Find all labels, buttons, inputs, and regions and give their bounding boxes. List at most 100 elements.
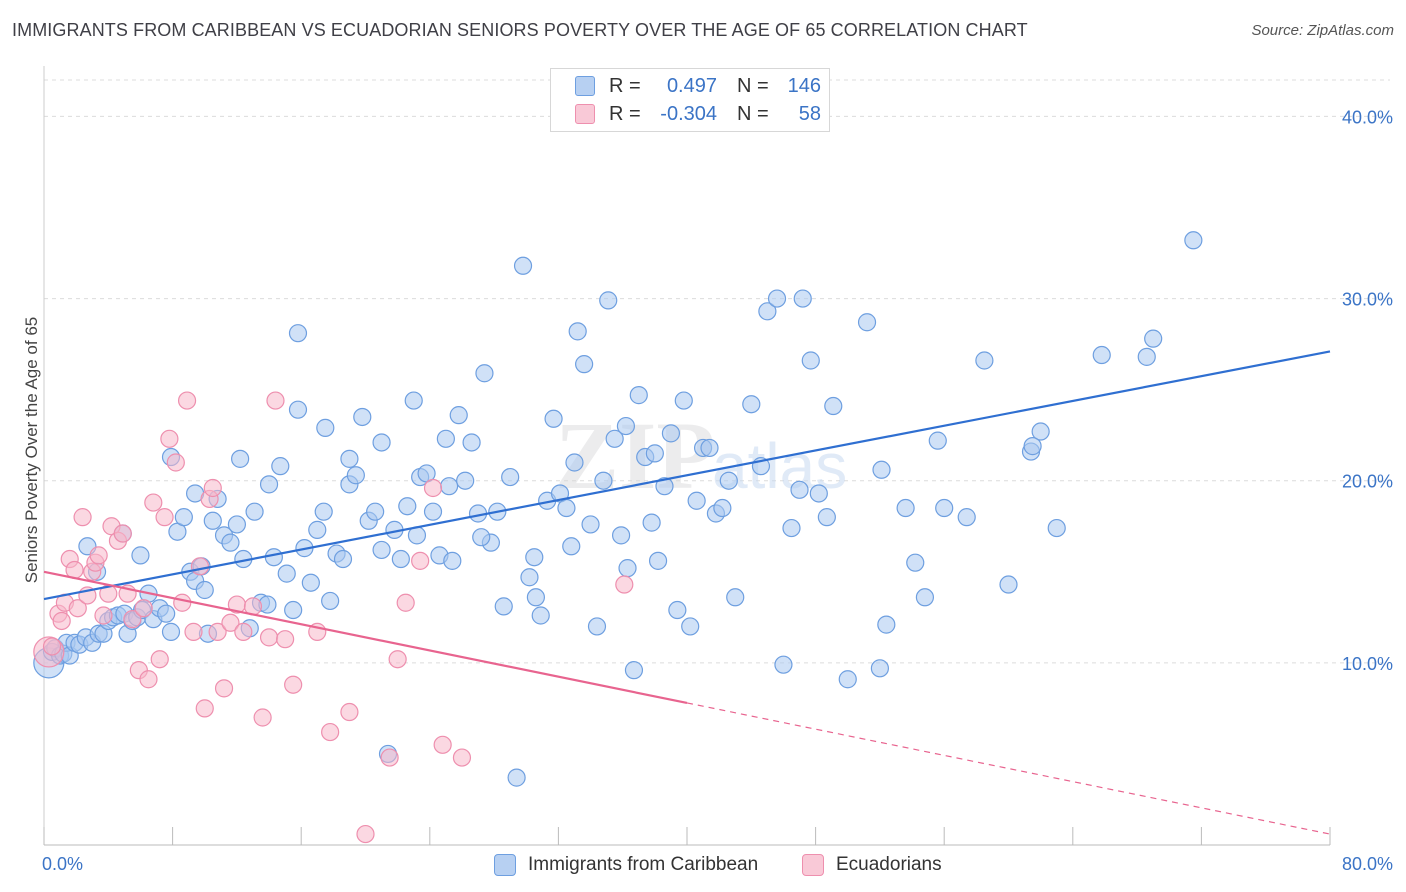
data-point-caribbean [999, 575, 1018, 594]
legend-r-label: R = [609, 74, 641, 97]
data-point-caribbean [838, 670, 857, 689]
bottom-legend-caribbean: Immigrants from Caribbean [494, 852, 758, 878]
source-label: Source: ZipAtlas.com [1251, 22, 1394, 39]
legend-r-value: -0.304 [660, 102, 717, 125]
data-point-caribbean [587, 617, 607, 636]
watermark: ZIP atlas [555, 402, 847, 509]
y-tick-label: 10.0% [1342, 654, 1393, 674]
data-point-caribbean [174, 508, 193, 527]
data-point-caribbean [277, 564, 296, 583]
data-point-caribbean [333, 549, 353, 569]
legend-n-label: N = [737, 74, 769, 97]
data-point-ecuadorians [173, 593, 192, 612]
legend-n-value: 58 [798, 102, 821, 125]
data-point-caribbean [642, 513, 661, 532]
data-point-caribbean [618, 559, 637, 578]
data-point-caribbean [674, 391, 693, 410]
data-point-ecuadorians [195, 699, 214, 718]
data-point-ecuadorians [214, 679, 234, 698]
legend-n-value: 146 [787, 74, 821, 97]
data-point-caribbean [308, 520, 327, 539]
data-point-caribbean [655, 477, 674, 496]
data-point-caribbean [531, 606, 550, 625]
data-point-caribbean [575, 355, 594, 374]
data-point-ecuadorians [411, 551, 430, 570]
bottom-legend-label-ecuadorians: Ecuadorians [836, 854, 942, 875]
gridlines [44, 79, 1390, 664]
data-point-caribbean [245, 502, 264, 521]
data-point-caribbean [975, 351, 994, 370]
data-point-ecuadorians [68, 599, 87, 618]
data-point-caribbean [935, 498, 954, 518]
data-point-ecuadorians [203, 478, 222, 498]
data-point-caribbean [713, 498, 732, 518]
data-point-caribbean [264, 548, 283, 567]
legend-row-ecuadorians: R = -0.304 N = 58 [575, 101, 821, 127]
legend-swatch-pink [575, 104, 595, 124]
data-point-ecuadorians [94, 606, 113, 625]
data-point-caribbean [443, 551, 462, 570]
bottom-legend-swatch-pink [802, 854, 824, 876]
data-point-ecuadorians [42, 637, 62, 656]
data-point-caribbean [1047, 518, 1066, 538]
data-point-caribbean [645, 444, 664, 463]
data-point-ecuadorians [123, 610, 142, 629]
data-point-caribbean [284, 600, 303, 620]
data-point-ecuadorians [423, 478, 443, 498]
data-point-ecuadorians [259, 628, 279, 647]
data-point-ecuadorians [190, 557, 210, 576]
data-point-caribbean [456, 471, 475, 490]
data-point-caribbean [742, 395, 761, 414]
bottom-legend-swatch-blue [494, 854, 516, 876]
data-point-caribbean [915, 588, 935, 607]
data-point-caribbean [372, 433, 391, 452]
data-point-ecuadorians [356, 824, 375, 844]
y-tick-label: 40.0% [1342, 107, 1393, 127]
data-point-caribbean [817, 508, 836, 527]
data-point-caribbean [1137, 347, 1156, 366]
y-tick-label: 20.0% [1342, 472, 1393, 492]
data-point-caribbean [513, 256, 533, 275]
data-point-caribbean [316, 418, 335, 437]
data-point-ecuadorians [253, 708, 272, 727]
data-point-caribbean [661, 424, 681, 443]
data-point-caribbean [599, 291, 618, 310]
data-point-ecuadorians [155, 508, 174, 527]
data-point-caribbean [525, 548, 544, 567]
data-point-caribbean [449, 406, 468, 425]
data-point-caribbean [544, 409, 563, 428]
data-point-caribbean [957, 508, 976, 527]
data-point-caribbean [195, 580, 214, 600]
data-point-caribbean [782, 518, 801, 538]
data-point-caribbean [494, 597, 513, 616]
data-point-caribbean [259, 475, 279, 494]
data-point-ecuadorians [234, 622, 253, 641]
data-point-caribbean [288, 324, 308, 343]
data-point-caribbean [472, 528, 491, 547]
data-point-caribbean [616, 416, 636, 436]
data-point-ecuadorians [52, 611, 71, 631]
data-point-caribbean [872, 460, 891, 479]
data-point-ecuadorians [144, 493, 163, 512]
data-point-caribbean [581, 515, 600, 534]
data-point-caribbean [687, 491, 706, 510]
data-point-caribbean [557, 498, 576, 518]
data-point-caribbean [271, 457, 290, 476]
legend-n-label: N = [737, 102, 769, 125]
data-point-caribbean [227, 515, 246, 534]
data-point-ecuadorians [184, 622, 203, 641]
correlation-legend: R = 0.497 N = 146 R = -0.304 N = 58 [550, 68, 830, 132]
data-point-caribbean [906, 553, 925, 572]
data-point-caribbean [565, 453, 584, 472]
data-point-ecuadorians [177, 391, 197, 410]
data-point-caribbean [404, 391, 423, 410]
data-point-ecuadorians [388, 650, 407, 669]
data-point-caribbean [562, 537, 581, 556]
legend-r-label: R = [609, 102, 641, 125]
data-point-ecuadorians [321, 722, 340, 742]
data-point-caribbean [896, 498, 915, 518]
data-point-caribbean [624, 661, 644, 680]
data-point-ecuadorians [150, 650, 169, 669]
data-point-caribbean [758, 302, 777, 321]
